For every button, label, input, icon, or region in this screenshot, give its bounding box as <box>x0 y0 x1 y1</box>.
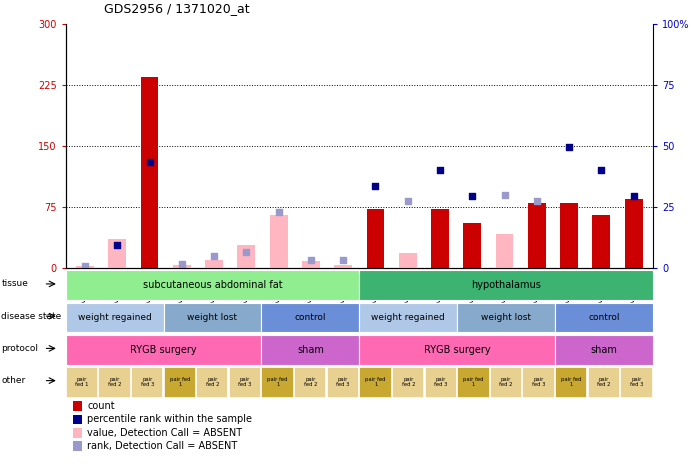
Bar <box>495 234 513 268</box>
Point <box>628 192 639 200</box>
Point <box>338 256 349 264</box>
Point <box>144 158 155 166</box>
Text: subcutaneous abdominal fat: subcutaneous abdominal fat <box>142 280 283 290</box>
Text: pair fed
1: pair fed 1 <box>366 376 386 387</box>
Text: value, Detection Call = ABSENT: value, Detection Call = ABSENT <box>87 428 242 438</box>
Text: pair
fed 2: pair fed 2 <box>401 376 415 387</box>
Point <box>79 263 91 270</box>
Text: pair fed
1: pair fed 1 <box>463 376 484 387</box>
Text: pair
fed 3: pair fed 3 <box>238 376 252 387</box>
Text: count: count <box>87 401 115 411</box>
Point <box>176 260 187 267</box>
Bar <box>528 203 546 268</box>
Bar <box>173 265 191 268</box>
Text: pair
fed 2: pair fed 2 <box>303 376 317 387</box>
Point <box>402 197 413 205</box>
Text: protocol: protocol <box>1 344 39 353</box>
Text: pair
fed 3: pair fed 3 <box>434 376 448 387</box>
Text: pair
fed 2: pair fed 2 <box>206 376 219 387</box>
Point <box>435 166 446 174</box>
Point <box>209 252 220 259</box>
Text: pair
fed 3: pair fed 3 <box>140 376 154 387</box>
Point <box>499 191 510 199</box>
Bar <box>464 223 481 268</box>
Point <box>305 256 316 264</box>
Text: weight lost: weight lost <box>481 313 531 322</box>
Text: disease state: disease state <box>1 312 61 320</box>
Text: weight regained: weight regained <box>77 313 151 322</box>
Text: pair fed
1: pair fed 1 <box>267 376 288 387</box>
Text: pair
fed 2: pair fed 2 <box>597 376 611 387</box>
Bar <box>302 261 320 268</box>
Point <box>466 192 477 200</box>
Bar <box>238 245 255 268</box>
Bar <box>334 264 352 268</box>
Bar <box>108 239 126 268</box>
Bar <box>625 199 643 268</box>
Text: sham: sham <box>297 345 324 355</box>
Text: tissue: tissue <box>1 280 28 288</box>
Text: rank, Detection Call = ABSENT: rank, Detection Call = ABSENT <box>87 441 237 451</box>
Text: pair
fed 3: pair fed 3 <box>630 376 643 387</box>
Bar <box>269 215 287 268</box>
Bar <box>76 266 94 268</box>
Point <box>241 248 252 255</box>
Point <box>596 166 607 174</box>
Bar <box>367 209 384 268</box>
Text: GDS2956 / 1371020_at: GDS2956 / 1371020_at <box>104 2 249 15</box>
Text: sham: sham <box>591 345 618 355</box>
Text: RYGB surgery: RYGB surgery <box>424 345 491 355</box>
Bar <box>592 215 610 268</box>
Text: hypothalamus: hypothalamus <box>471 280 541 290</box>
Bar <box>205 260 223 268</box>
Text: control: control <box>588 313 620 322</box>
Text: weight regained: weight regained <box>371 313 445 322</box>
Point <box>370 182 381 190</box>
Point <box>273 209 284 216</box>
Text: weight lost: weight lost <box>187 313 238 322</box>
Point <box>112 241 123 249</box>
Point <box>531 197 542 205</box>
Text: control: control <box>294 313 326 322</box>
Text: pair
fed 3: pair fed 3 <box>532 376 545 387</box>
Text: pair
fed 2: pair fed 2 <box>500 376 513 387</box>
Text: percentile rank within the sample: percentile rank within the sample <box>87 414 252 425</box>
Bar <box>560 203 578 268</box>
Bar <box>141 77 158 268</box>
Text: pair
fed 1: pair fed 1 <box>75 376 88 387</box>
Text: pair fed
1: pair fed 1 <box>561 376 582 387</box>
Text: other: other <box>1 376 26 385</box>
Bar <box>431 209 449 268</box>
Bar <box>399 253 417 268</box>
Text: pair
fed 3: pair fed 3 <box>337 376 350 387</box>
Text: RYGB surgery: RYGB surgery <box>130 345 197 355</box>
Point <box>564 144 575 151</box>
Text: pair
fed 2: pair fed 2 <box>108 376 122 387</box>
Text: pair fed
1: pair fed 1 <box>169 376 190 387</box>
